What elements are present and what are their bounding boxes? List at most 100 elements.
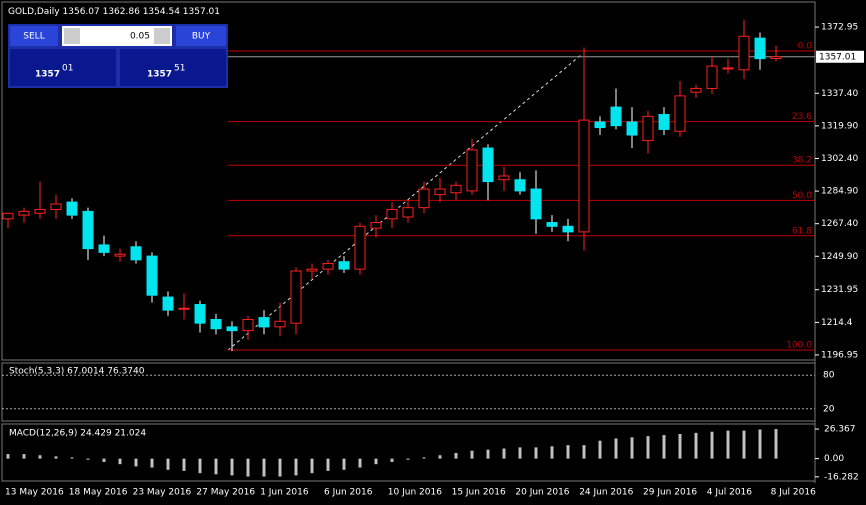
candle-body: [322, 263, 334, 270]
buy-label[interactable]: BUY: [192, 32, 211, 42]
macd-bar: [86, 458, 90, 460]
x-tick-label: 6 Jun 2016: [324, 488, 373, 498]
macd-tick-label: 0.00: [824, 454, 844, 464]
candle-body: [482, 147, 494, 183]
stoch-label: Stoch(5,3,3) 67.0014 76.3740: [9, 367, 145, 377]
candle-body: [418, 188, 430, 209]
macd-bar: [678, 433, 682, 459]
symbol: GOLD,Daily: [8, 7, 60, 17]
candle-body: [386, 209, 398, 220]
y-tick-label: 1249.90: [821, 252, 858, 262]
y-tick-label: 1372.95: [821, 23, 858, 33]
lot-up[interactable]: [154, 28, 170, 44]
macd-bar: [774, 429, 778, 459]
sell-button[interactable]: [10, 26, 58, 46]
candle-body: [82, 210, 94, 250]
macd-bar: [390, 458, 394, 462]
macd-bar: [182, 458, 186, 471]
fibo-label: 38.2: [792, 156, 812, 166]
x-tick-label: 29 Jun 2016: [643, 488, 697, 498]
candle-body: [242, 318, 254, 332]
macd-bar: [630, 437, 634, 459]
y-tick-label: 1231.95: [821, 285, 858, 295]
ohlc-open: 1356.07: [63, 7, 100, 17]
y-tick-label: 1267.40: [821, 219, 858, 229]
macd-bar: [262, 458, 266, 477]
candle-body: [450, 184, 462, 194]
trade-panel: SELL 0.05 BUY 1357 01 1357 51: [8, 24, 228, 88]
lot-down[interactable]: [64, 28, 80, 44]
x-tick-label: 24 Jun 2016: [579, 488, 633, 498]
candle-body: [162, 296, 174, 311]
macd-bar: [742, 430, 746, 459]
macd-label: MACD(12,26,9) 24.429 21.024: [9, 429, 146, 439]
macd-bar: [710, 431, 714, 459]
candle-body: [194, 304, 206, 324]
candle-body: [658, 114, 670, 130]
candle-body: [210, 318, 222, 330]
macd-bar: [726, 430, 730, 459]
fibo-label: 23.6: [792, 112, 812, 122]
macd-bar: [662, 435, 666, 459]
macd-bar: [614, 438, 618, 459]
ohlc-high: 1362.86: [103, 7, 140, 17]
x-tick-label: 18 May 2016: [69, 488, 128, 498]
candle-body: [130, 246, 142, 261]
buy-button[interactable]: [176, 26, 226, 46]
macd-bar: [550, 446, 554, 459]
macd-bar: [646, 436, 650, 459]
candle-body: [338, 261, 350, 270]
ohlc-close: 1357.01: [183, 7, 220, 17]
candle-body: [18, 210, 30, 216]
macd-bar: [598, 440, 602, 459]
macd-bar: [358, 458, 362, 468]
candle-body: [290, 270, 302, 324]
x-tick-label: 8 Jul 2016: [771, 488, 816, 498]
candle-body: [226, 326, 238, 332]
y-tick-label: 1214.4: [821, 318, 853, 328]
macd-bar: [70, 457, 74, 459]
candle-body: [34, 209, 46, 214]
macd-bar: [134, 458, 138, 467]
macd-bar: [342, 458, 346, 470]
macd-bar: [118, 458, 122, 465]
macd-bar: [534, 447, 538, 459]
x-tick-label: 4 Jul 2016: [707, 488, 752, 498]
candle-body: [370, 222, 382, 229]
lot-input[interactable]: [62, 26, 172, 46]
candle-body: [706, 65, 718, 89]
sell-price-box[interactable]: [10, 49, 116, 86]
candle-body: [642, 115, 654, 142]
candle-body: [626, 121, 638, 136]
fibo-label: 100.0: [786, 340, 812, 350]
lot-value: 0.05: [130, 32, 150, 42]
candle-body: [306, 268, 318, 272]
macd-bar: [150, 458, 154, 468]
macd-tick-label: -16.282: [824, 472, 859, 482]
stoch-tick-label: 80: [823, 371, 835, 381]
macd-bar: [566, 445, 570, 459]
buy-price-box[interactable]: [120, 49, 226, 86]
symbol-header: GOLD,Daily 1356.07 1362.86 1354.54 1357.…: [8, 7, 220, 17]
fibo-label: 0.0: [798, 41, 813, 51]
x-tick-label: 1 Jun 2016: [260, 488, 309, 498]
candle-body: [530, 188, 542, 220]
macd-bar: [246, 458, 250, 477]
macd-bar: [406, 458, 410, 460]
macd-tick-label: 26.367: [824, 425, 856, 435]
macd-bar: [54, 456, 58, 459]
sell-label[interactable]: SELL: [23, 32, 44, 42]
x-tick-label: 27 May 2016: [196, 488, 255, 498]
macd-bar: [102, 458, 106, 462]
buy-price-minor: 51: [174, 64, 185, 74]
macd-bar: [422, 457, 426, 459]
candle-body: [722, 67, 734, 70]
x-tick-label: 13 May 2016: [5, 488, 64, 498]
macd-bar: [230, 458, 234, 476]
macd-bar: [694, 432, 698, 459]
candle-body: [690, 87, 702, 93]
macd-bar: [6, 454, 10, 459]
fibo-label: 50.0: [792, 191, 812, 201]
macd-bar: [374, 458, 378, 465]
